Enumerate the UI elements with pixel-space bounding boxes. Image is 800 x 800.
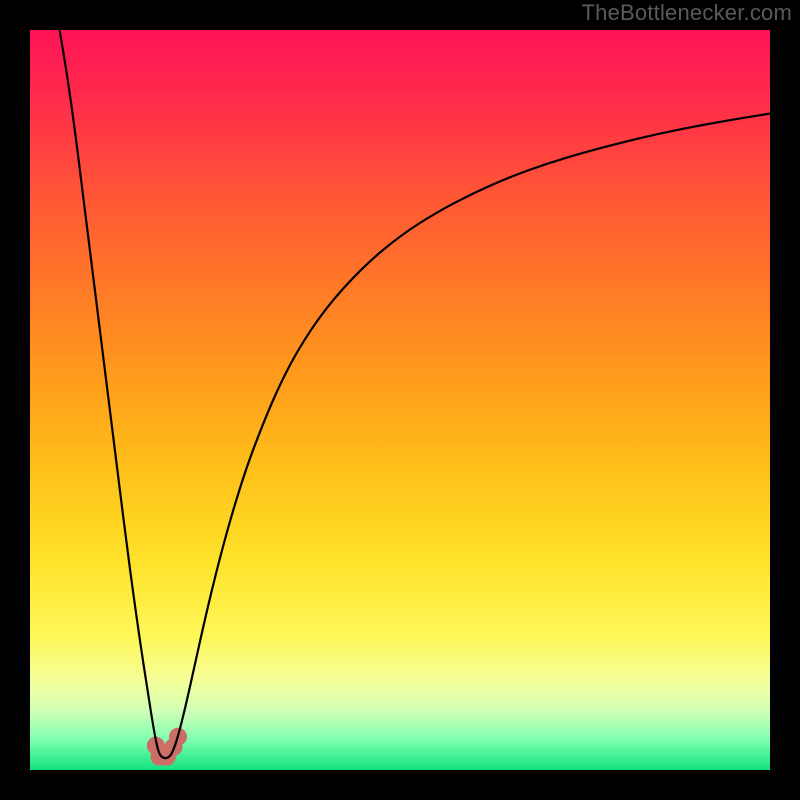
- gradient-background: [30, 30, 770, 770]
- chart-stage: TheBottlenecker.com: [0, 0, 800, 800]
- bottleneck-plot: [0, 0, 800, 800]
- watermark-text: TheBottlenecker.com: [582, 0, 792, 26]
